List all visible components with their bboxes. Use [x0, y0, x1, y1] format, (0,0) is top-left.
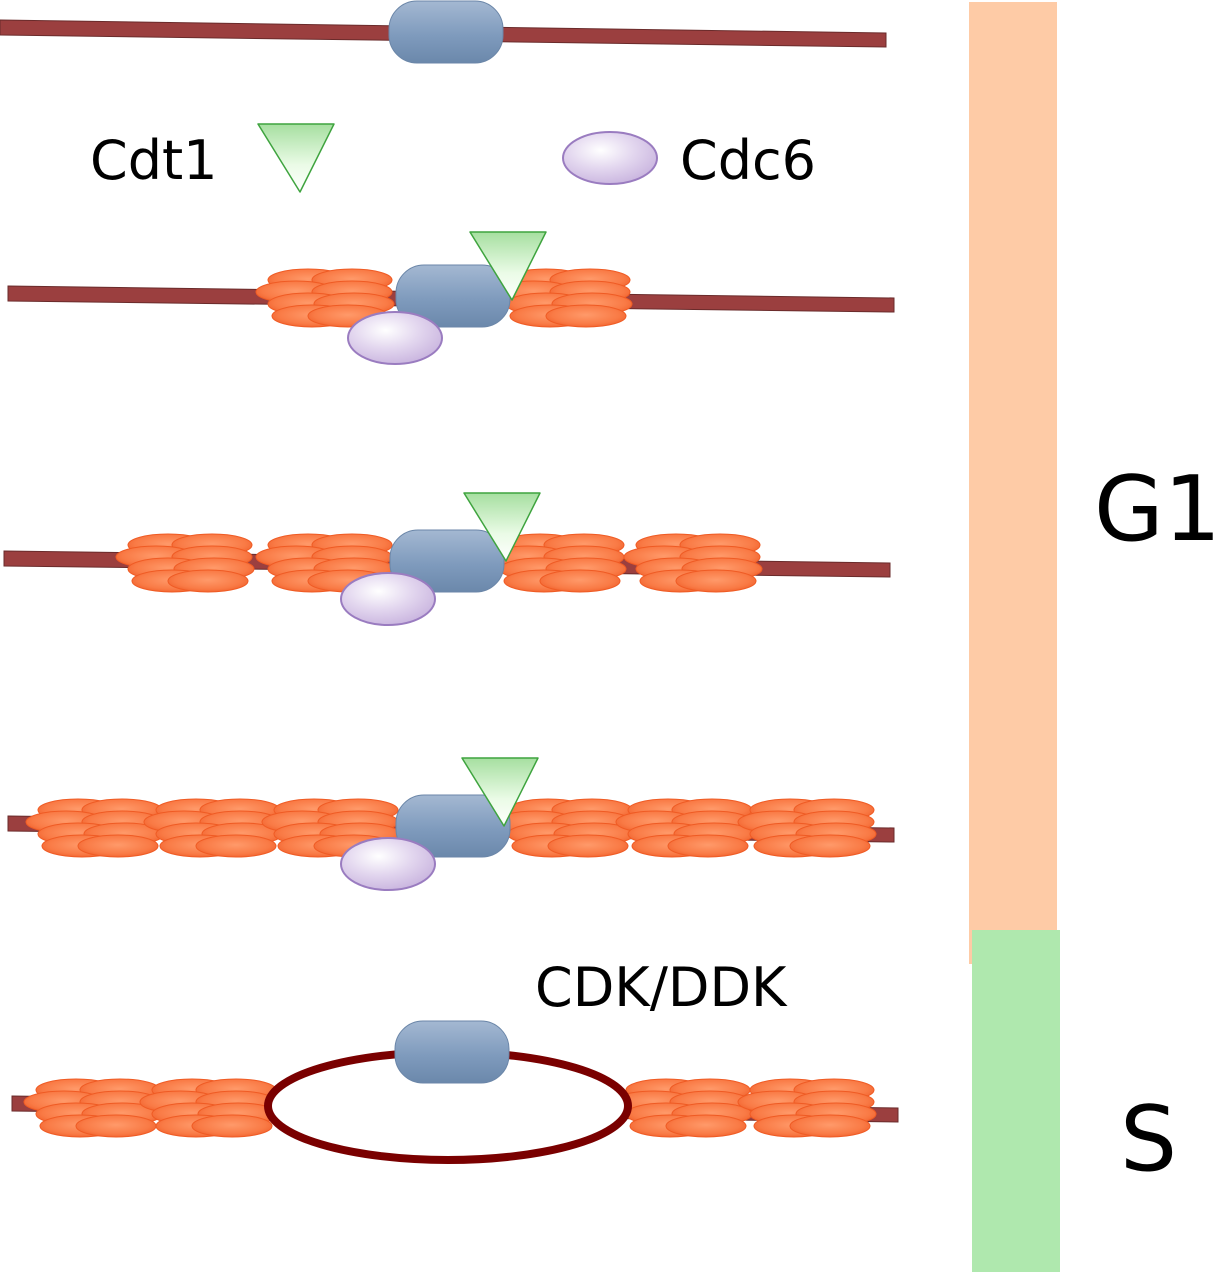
- g1-label: G1: [1094, 457, 1218, 562]
- cdc6-ellipse-icon: [340, 837, 436, 891]
- mcm-helicase-icon: [737, 1078, 877, 1138]
- cdt1-label: Cdt1: [90, 129, 218, 192]
- legend: Cdt1 Cdc6: [90, 123, 816, 193]
- row-3-mcm-loading: [3, 492, 891, 626]
- mcm-helicase-icon: [23, 1078, 163, 1138]
- mcm-helicase-icon: [139, 1078, 279, 1138]
- cdt1-triangle-icon: [257, 123, 335, 193]
- cdk-ddk-label: CDK/DDK: [535, 956, 788, 1019]
- mcm-helicase-icon: [737, 798, 877, 858]
- mcm-helicase-icon: [613, 1078, 753, 1138]
- mcm-helicase-icon: [115, 533, 255, 593]
- row-1-orc-binding: [0, 0, 887, 64]
- mcm-helicase-icon: [25, 798, 165, 858]
- g1-phase-bar: [969, 2, 1057, 964]
- orc-complex-icon: [388, 0, 504, 64]
- mcm-helicase-icon: [143, 798, 283, 858]
- s-label: S: [1120, 1087, 1177, 1192]
- orc-complex-icon: [394, 1020, 510, 1084]
- row-2-mcm-loading: [7, 231, 895, 365]
- s-phase-bar: [972, 930, 1060, 1272]
- mcm-helicase-icon: [615, 798, 755, 858]
- cell-cycle-bars: G1 S: [969, 2, 1218, 1272]
- mcm-helicase-icon: [495, 798, 635, 858]
- mcm-helicase-icon: [623, 533, 763, 593]
- cdc6-ellipse-icon: [340, 572, 436, 626]
- cdc6-ellipse-icon: [347, 311, 443, 365]
- row-4-licensed-origin: [7, 757, 895, 891]
- cdc6-label: Cdc6: [680, 129, 816, 192]
- row-5-origin-firing: CDK/DDK: [11, 956, 899, 1164]
- cdc6-ellipse-icon: [562, 131, 658, 185]
